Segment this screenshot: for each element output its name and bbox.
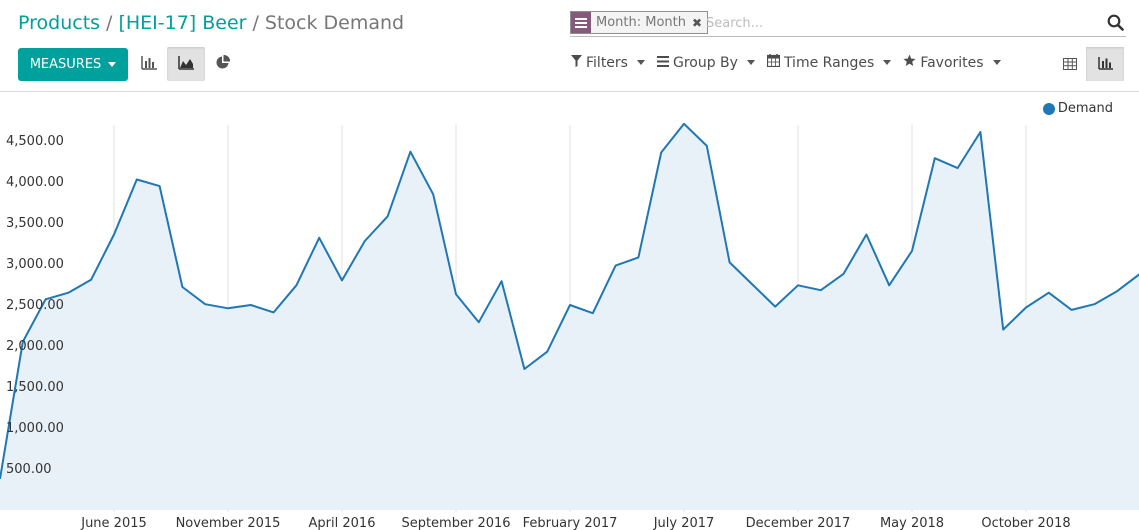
favorites-dropdown[interactable]: Favorites	[903, 54, 1001, 71]
x-tick-label: April 2016	[309, 516, 376, 530]
y-tick-label: 1,500.00	[6, 380, 64, 395]
star-icon	[903, 54, 916, 71]
x-tick-label: November 2015	[176, 516, 281, 530]
caret-down-icon	[746, 60, 755, 65]
measures-label: MEASURES	[29, 57, 102, 72]
list-icon	[656, 55, 669, 71]
y-tick-label: 500.00	[6, 462, 52, 477]
x-tick-label: February 2017	[523, 516, 618, 530]
caret-down-icon	[992, 60, 1001, 65]
search-input[interactable]	[706, 13, 1096, 33]
y-tick-label: 1,000.00	[6, 421, 64, 436]
breadcrumb-separator: /	[252, 12, 259, 34]
x-tick-label: July 2017	[653, 516, 715, 530]
control-panel-divider	[0, 91, 1139, 92]
y-tick-label: 2,000.00	[6, 339, 64, 354]
area-chart-icon	[178, 55, 194, 74]
search-facet-label: Month: Month	[596, 15, 687, 30]
legend-dot-icon	[1042, 102, 1055, 115]
filter-icon	[571, 54, 582, 71]
x-tick-label: June 2015	[80, 516, 147, 530]
group-by-label: Group By	[672, 54, 738, 71]
filters-dropdown[interactable]: Filters	[571, 54, 645, 71]
bar-chart-icon	[141, 55, 157, 74]
search-icon[interactable]	[1107, 14, 1124, 35]
x-tick-label: October 2018	[981, 516, 1070, 530]
breadcrumb-separator: /	[106, 12, 113, 34]
y-tick-label: 2,500.00	[6, 298, 64, 313]
x-tick-label: December 2017	[746, 516, 851, 530]
pie-chart-icon	[215, 54, 230, 74]
pivot-view-button[interactable]	[1051, 47, 1089, 81]
y-tick-label: 3,000.00	[6, 257, 64, 272]
filters-label: Filters	[586, 54, 628, 71]
time-ranges-dropdown[interactable]: Time Ranges	[766, 54, 892, 71]
y-tick-label: 3,500.00	[6, 216, 64, 231]
demand-area-fill	[0, 123, 1139, 510]
demand-area-chart: 500.00 1,000.00 1,500.00 2,000.00 2,500.00 3,…	[0, 122, 1139, 530]
graph-view-button[interactable]	[1086, 47, 1124, 81]
caret-down-icon	[108, 62, 117, 67]
y-tick-label: 4,000.00	[6, 175, 64, 190]
bar-chart-icon	[1097, 55, 1113, 74]
time-ranges-label: Time Ranges	[783, 54, 875, 71]
group-by-facet-icon	[571, 12, 591, 33]
y-tick-label: 4,500.00	[6, 134, 64, 149]
group-by-dropdown[interactable]: Group By	[656, 54, 755, 71]
demand-series-line	[0, 122, 1139, 479]
legend-label: Demand	[1057, 101, 1113, 116]
favorites-label: Favorites	[920, 54, 984, 71]
bar-chart-mode-button[interactable]	[130, 47, 168, 81]
calendar-icon	[766, 54, 781, 71]
caret-down-icon	[883, 60, 892, 65]
pie-chart-mode-button[interactable]	[203, 47, 241, 81]
search-facet-group-by: Month: Month ✖	[570, 11, 709, 34]
page-title: Stock Demand	[264, 12, 405, 34]
breadcrumb: Products / [HEI-17] Beer / Stock Demand	[18, 12, 404, 34]
search-bar: Month: Month ✖	[570, 10, 1126, 37]
breadcrumb-products-link[interactable]: Products	[18, 12, 101, 34]
x-tick-label: September 2016	[401, 516, 510, 530]
facet-remove-icon[interactable]: ✖	[692, 15, 703, 30]
x-tick-label: May 2018	[880, 516, 944, 530]
breadcrumb-product-link[interactable]: [HEI-17] Beer	[118, 12, 247, 34]
measures-button[interactable]: MEASURES	[18, 48, 128, 81]
search-options: Filters Group By Time Ranges Favorites	[571, 54, 1001, 71]
caret-down-icon	[636, 60, 645, 65]
chart-legend[interactable]: Demand	[1042, 101, 1113, 116]
line-chart-mode-button[interactable]	[167, 47, 205, 81]
table-icon	[1063, 55, 1077, 74]
